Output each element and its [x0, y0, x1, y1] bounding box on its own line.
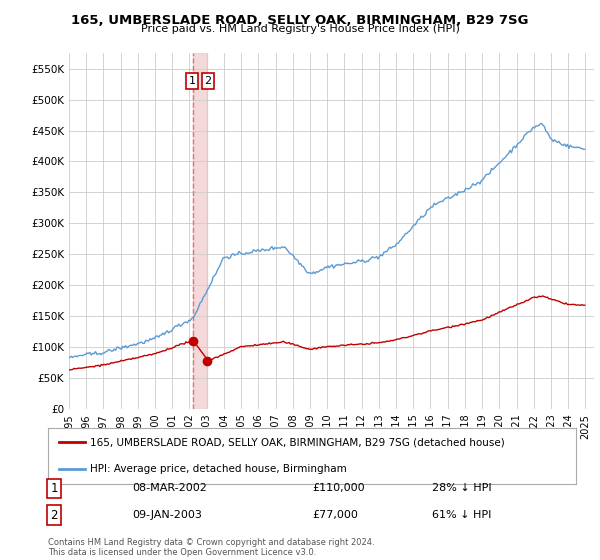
Text: 28% ↓ HPI: 28% ↓ HPI — [432, 483, 491, 493]
Text: 165, UMBERSLADE ROAD, SELLY OAK, BIRMINGHAM, B29 7SG: 165, UMBERSLADE ROAD, SELLY OAK, BIRMING… — [71, 14, 529, 27]
Text: £110,000: £110,000 — [312, 483, 365, 493]
Text: Contains HM Land Registry data © Crown copyright and database right 2024.
This d: Contains HM Land Registry data © Crown c… — [48, 538, 374, 557]
Text: HPI: Average price, detached house, Birmingham: HPI: Average price, detached house, Birm… — [90, 464, 347, 474]
Text: 61% ↓ HPI: 61% ↓ HPI — [432, 510, 491, 520]
Text: 1: 1 — [50, 482, 58, 495]
Bar — [193, 53, 207, 409]
Text: £77,000: £77,000 — [312, 510, 358, 520]
Text: 09-JAN-2003: 09-JAN-2003 — [132, 510, 202, 520]
Text: 2: 2 — [205, 76, 212, 86]
Text: 2: 2 — [50, 508, 58, 522]
Text: Price paid vs. HM Land Registry's House Price Index (HPI): Price paid vs. HM Land Registry's House … — [140, 24, 460, 34]
Text: 08-MAR-2002: 08-MAR-2002 — [132, 483, 207, 493]
Text: 165, UMBERSLADE ROAD, SELLY OAK, BIRMINGHAM, B29 7SG (detached house): 165, UMBERSLADE ROAD, SELLY OAK, BIRMING… — [90, 437, 505, 447]
Text: 1: 1 — [188, 76, 196, 86]
